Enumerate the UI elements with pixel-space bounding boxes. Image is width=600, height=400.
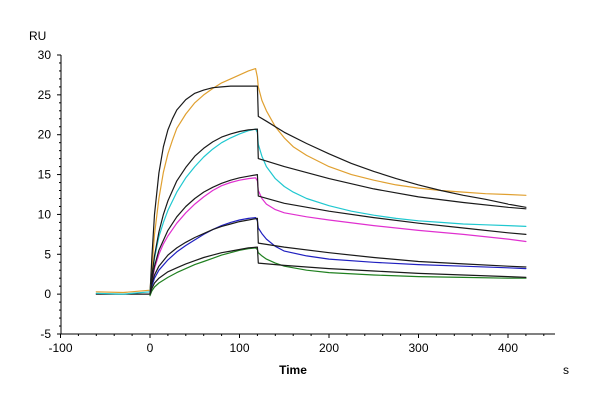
- y-ticks: -5 0 5 10 15 20 25 30: [38, 48, 61, 341]
- axes: [60, 55, 555, 335]
- series-line-7: [149, 217, 527, 295]
- y-tick-label: 0: [44, 287, 51, 301]
- y-unit-label: RU: [29, 29, 46, 43]
- y-tick-label: 20: [38, 128, 52, 142]
- x-tick-label: 200: [319, 341, 339, 355]
- y-tick-label: 10: [38, 207, 52, 221]
- series-line-9: [149, 247, 527, 297]
- x-tick-label: 400: [498, 341, 518, 355]
- y-tick-label: 15: [38, 168, 52, 182]
- y-tick-label: 30: [38, 48, 52, 62]
- x-axis-title: Time: [279, 363, 307, 377]
- y-tick-label: 25: [38, 88, 52, 102]
- y-tick-label: -5: [40, 327, 51, 341]
- series-group: [95, 68, 527, 297]
- series-line-4: [149, 128, 527, 295]
- x-ticks: -100 0 100 200 300 400: [48, 334, 545, 355]
- x-tick-label: 300: [408, 341, 428, 355]
- series-line-5: [149, 177, 527, 295]
- series-line-1: [95, 68, 527, 294]
- series-line-6: [149, 174, 527, 295]
- y-tick-label: 5: [44, 247, 51, 261]
- x-tick-label: 100: [229, 341, 249, 355]
- x-tick-label: 0: [147, 341, 154, 355]
- series-line-8: [149, 217, 527, 295]
- series-line-10: [149, 246, 527, 295]
- series-line-2: [95, 85, 527, 295]
- series-line-3: [95, 128, 527, 295]
- x-tick-label: -100: [48, 341, 72, 355]
- x-unit-label: s: [563, 363, 569, 377]
